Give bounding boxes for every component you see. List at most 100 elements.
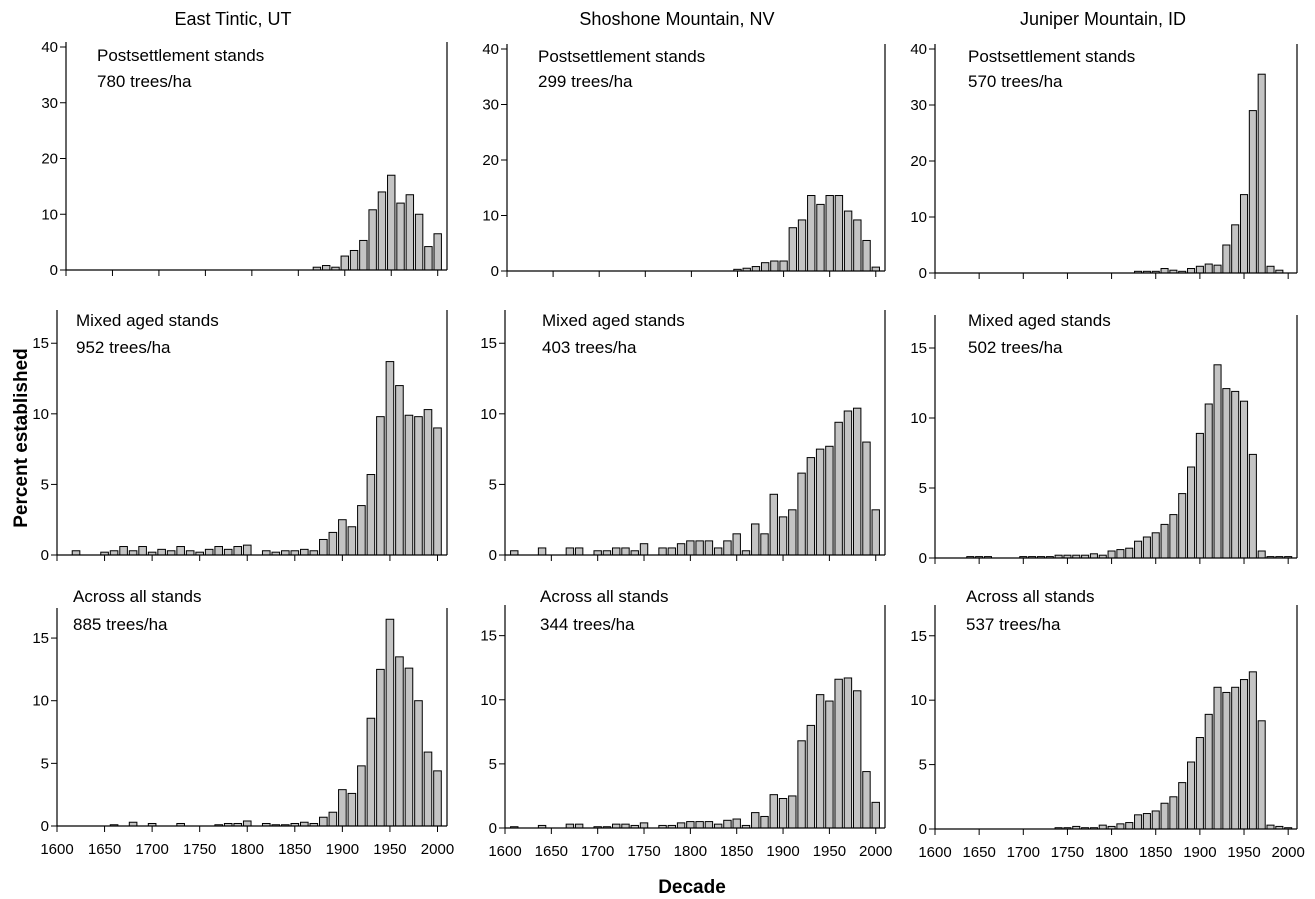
bar-1810: [1117, 550, 1124, 558]
bar-1800: [687, 541, 694, 555]
bar-1990: [425, 247, 432, 270]
y-tick-label-20: 20: [41, 151, 58, 168]
bar-1850: [733, 534, 740, 555]
x-tick-label-1900: 1900: [1183, 844, 1216, 861]
bar-1980: [415, 214, 422, 270]
bar-1930: [807, 725, 814, 828]
bar-1960: [397, 203, 404, 270]
bar-1950: [826, 196, 833, 271]
bar-1970: [405, 415, 413, 555]
bar-1800: [1108, 551, 1115, 558]
bar-1850: [1152, 533, 1159, 558]
bar-1920: [1214, 687, 1221, 829]
bar-1880: [1179, 494, 1186, 558]
bar-1810: [696, 541, 703, 555]
bar-1900: [339, 790, 347, 826]
bar-1990: [863, 442, 870, 555]
bar-1730: [622, 548, 629, 555]
bar-1880: [320, 539, 328, 555]
y-tick-label-5: 5: [919, 480, 927, 497]
bar-2000: [872, 802, 879, 828]
bar-1870: [1170, 797, 1177, 829]
bar-1760: [205, 549, 213, 555]
y-tick-label-5: 5: [41, 755, 49, 772]
bar-1860: [1161, 524, 1168, 558]
y-tick-label-30: 30: [41, 95, 58, 112]
bar-1840: [281, 551, 289, 555]
bar-1940: [817, 204, 824, 271]
bar-1830: [1135, 815, 1142, 829]
bar-1790: [677, 823, 684, 828]
bar-1890: [329, 812, 337, 826]
x-tick-label-1950: 1950: [1227, 844, 1260, 861]
bar-1930: [367, 475, 375, 555]
y-tick-label-5: 5: [489, 476, 497, 493]
bar-1720: [167, 551, 175, 555]
bar-1870: [752, 524, 759, 555]
bar-1880: [761, 263, 768, 271]
x-tick-label-1900: 1900: [766, 843, 799, 860]
bar-1870: [752, 267, 759, 271]
bar-1990: [863, 240, 870, 271]
bar-1970: [1258, 74, 1265, 273]
y-axis-label: Percent established: [11, 348, 32, 528]
bar-1880: [1179, 783, 1186, 829]
y-tick-label-0: 0: [41, 547, 49, 564]
bar-1910: [350, 250, 357, 270]
bar-1620: [72, 551, 80, 555]
bar-1770: [659, 548, 666, 555]
x-tick-label-1850: 1850: [720, 843, 753, 860]
bar-1990: [424, 410, 432, 555]
column-title-east-tintic: East Tintic, UT: [174, 9, 291, 29]
bar-1820: [705, 822, 712, 828]
bar-1670: [566, 548, 573, 555]
y-tick-label-10: 10: [41, 206, 58, 223]
panel-density: 537 trees/ha: [966, 615, 1061, 634]
bar-1820: [262, 551, 270, 555]
bar-1880: [761, 534, 768, 555]
bar-1910: [1205, 404, 1212, 558]
y-tick-label-10: 10: [32, 693, 49, 710]
bar-1810: [696, 822, 703, 828]
bar-1960: [835, 422, 842, 555]
bar-1970: [406, 195, 413, 270]
bar-1910: [789, 228, 796, 271]
bar-1930: [369, 210, 376, 270]
panels: 0 10 20 30 40 Postsettlement stands 780 trees/…: [32, 39, 1305, 861]
bar-1900: [779, 799, 786, 828]
panel-title: Postsettlement stands: [968, 47, 1135, 66]
y-tick-label-0: 0: [919, 265, 927, 282]
y-tick-label-0: 0: [489, 820, 497, 837]
bar-1910: [348, 527, 356, 555]
bar-1970: [1258, 721, 1265, 829]
y-tick-label-15: 15: [480, 335, 497, 352]
bar-1790: [677, 544, 684, 555]
bar-1950: [1240, 401, 1247, 558]
bar-1860: [1161, 803, 1168, 829]
y-tick-label-10: 10: [482, 208, 499, 225]
x-tick-label-1650: 1650: [88, 841, 121, 858]
bar-1920: [798, 473, 805, 555]
x-tick-label-1700: 1700: [581, 843, 614, 860]
bar-1840: [724, 541, 731, 555]
bar-1960: [1249, 672, 1256, 829]
bar-1880: [320, 817, 328, 826]
bar-1910: [1205, 714, 1212, 829]
x-tick-label-1700: 1700: [1007, 844, 1040, 861]
bar-1820: [1126, 823, 1133, 829]
panel-title: Postsettlement stands: [538, 47, 705, 66]
bar-1790: [234, 547, 242, 555]
bar-1910: [348, 793, 356, 826]
bar-1890: [770, 494, 777, 555]
bar-1870: [1170, 515, 1177, 558]
bar-1900: [780, 261, 787, 271]
bar-1850: [291, 551, 299, 555]
bar-1940: [377, 417, 385, 555]
bar-1920: [358, 766, 366, 826]
bar-1930: [367, 718, 375, 826]
bar-1950: [386, 619, 394, 826]
bar-1970: [405, 668, 413, 826]
x-tick-label-1800: 1800: [231, 841, 264, 858]
bar-1930: [808, 196, 815, 271]
